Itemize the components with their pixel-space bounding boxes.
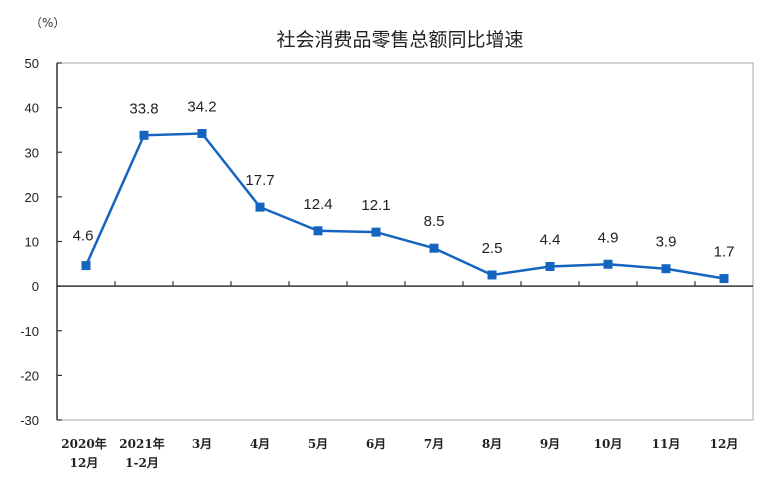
y-tick-label: 20 bbox=[25, 190, 39, 205]
data-label: 4.6 bbox=[73, 228, 94, 245]
data-point-marker bbox=[545, 261, 555, 271]
data-point-marker bbox=[371, 227, 381, 237]
data-point-marker bbox=[661, 264, 671, 274]
x-tick-label: 10月 bbox=[594, 437, 623, 451]
data-label: 33.8 bbox=[129, 100, 158, 117]
x-tick-label: 5月 bbox=[308, 437, 328, 451]
x-tick-label: 12月 bbox=[70, 456, 99, 470]
data-label: 17.7 bbox=[245, 172, 274, 189]
data-point-marker bbox=[429, 243, 439, 253]
x-tick-label: 1-2月 bbox=[125, 456, 159, 470]
x-tick-label: 2020年 bbox=[61, 436, 106, 451]
y-axis-unit: （%） bbox=[30, 16, 65, 30]
y-tick-label: 10 bbox=[25, 235, 39, 250]
data-point-marker bbox=[139, 130, 149, 140]
data-point-marker bbox=[487, 270, 497, 280]
data-point-marker bbox=[197, 129, 207, 139]
y-tick-label: 30 bbox=[25, 145, 39, 160]
y-tick-label: -10 bbox=[20, 324, 39, 339]
x-tick-label: 3月 bbox=[192, 437, 212, 451]
x-tick-label: 7月 bbox=[424, 437, 444, 451]
plot-area: 50 40 30 20 10 0 -10 -20 -30 2020年 12月 2021年 1-2月 3月 4… bbox=[20, 56, 754, 470]
x-tick-label: 2021年 bbox=[119, 436, 164, 451]
data-label: 1.7 bbox=[714, 244, 735, 261]
chart-title: 社会消费品零售总额同比增速 bbox=[276, 29, 523, 51]
data-point-marker bbox=[603, 259, 613, 269]
data-label: 3.9 bbox=[656, 234, 677, 251]
data-label: 8.5 bbox=[424, 213, 445, 230]
data-point-marker bbox=[81, 261, 91, 271]
y-tick-label: 50 bbox=[25, 56, 39, 71]
data-point-marker bbox=[313, 226, 323, 236]
data-label: 2.5 bbox=[482, 240, 503, 257]
x-tick-label: 8月 bbox=[482, 437, 502, 451]
plot-frame bbox=[56, 62, 754, 421]
y-tick-label: 0 bbox=[32, 279, 39, 294]
data-point-marker bbox=[719, 274, 729, 284]
data-line bbox=[84, 132, 725, 280]
data-label: 12.1 bbox=[361, 197, 390, 214]
x-tick-label: 9月 bbox=[540, 437, 560, 451]
y-tick-label: -30 bbox=[20, 413, 39, 428]
x-tick-label: 11月 bbox=[652, 437, 681, 451]
data-point-marker bbox=[255, 202, 265, 212]
data-label: 34.2 bbox=[187, 99, 216, 116]
data-label: 4.4 bbox=[540, 231, 561, 248]
x-tick-label: 12月 bbox=[710, 437, 739, 451]
y-tick-label: -20 bbox=[20, 368, 39, 383]
data-label: 4.9 bbox=[598, 229, 619, 246]
data-label: 12.4 bbox=[303, 196, 332, 213]
y-tick-label: 40 bbox=[25, 101, 39, 116]
x-tick-label: 6月 bbox=[366, 437, 386, 451]
x-tick-label: 4月 bbox=[250, 437, 270, 451]
